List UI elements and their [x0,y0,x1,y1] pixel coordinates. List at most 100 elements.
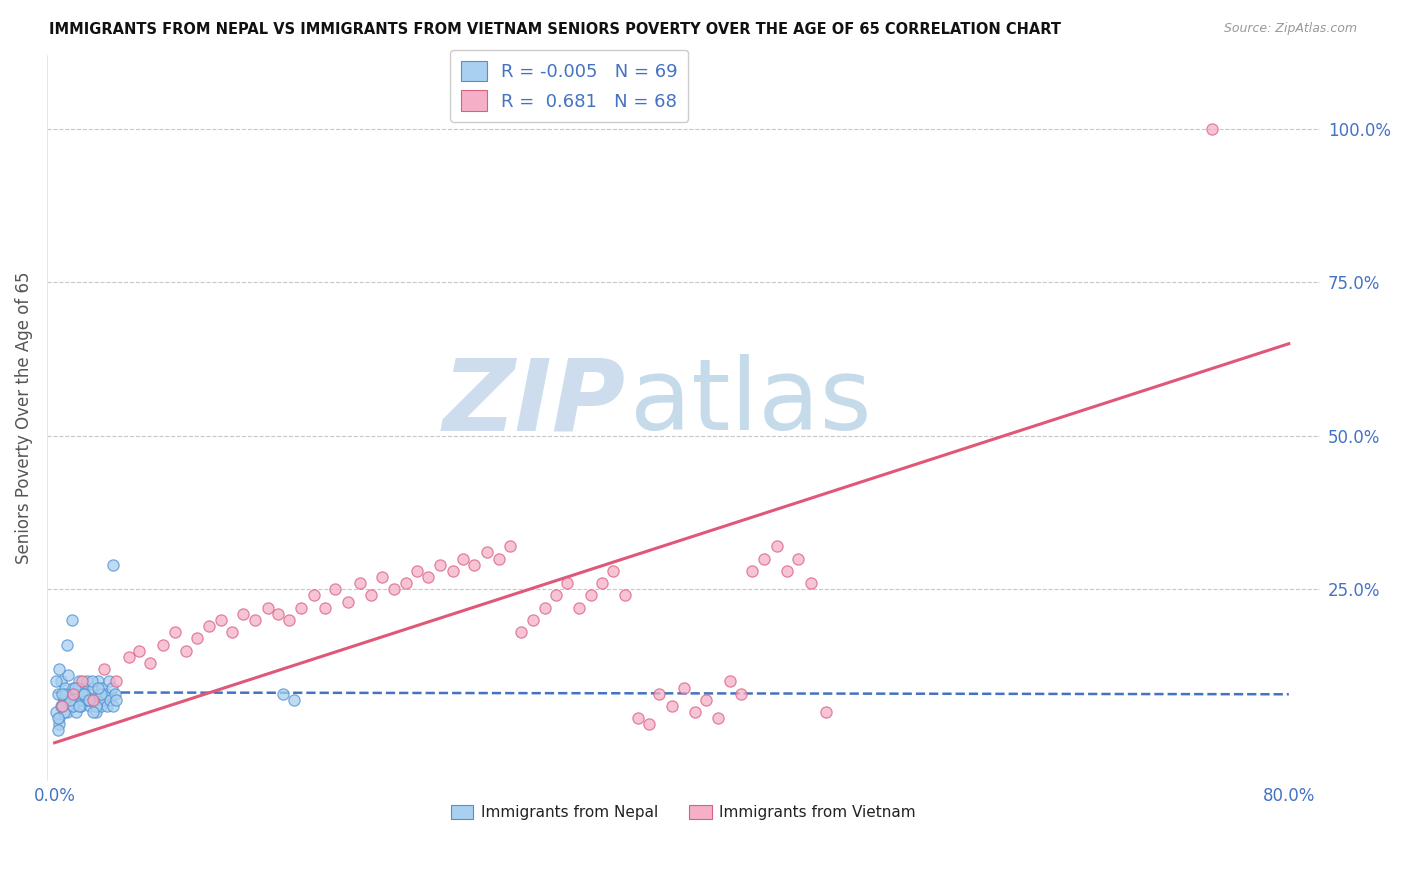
Point [93,662,115,676]
Point [91,681,114,695]
Point [46,687,69,701]
Point [325,582,347,597]
Point [221,625,243,640]
Point [429,558,451,572]
Point [77,693,100,707]
Point [72,687,94,701]
Point [707,711,730,725]
Point [360,589,382,603]
Point [395,576,418,591]
Point [765,539,787,553]
Point [60,613,83,627]
Point [52,693,75,707]
Point [51,698,73,713]
Point [93,693,115,707]
Point [568,600,591,615]
Point [63,681,86,695]
Point [58,693,80,707]
Point [730,687,752,701]
Point [48,662,70,676]
Point [59,693,82,707]
Point [104,687,127,701]
Point [695,693,717,707]
Point [56,638,79,652]
Point [65,705,87,719]
Point [82,705,104,719]
Point [271,687,294,701]
Point [475,545,498,559]
Point [46,723,69,738]
Point [661,698,683,713]
Point [198,619,221,633]
Point [174,643,197,657]
Point [232,607,254,621]
Point [60,698,83,713]
Point [103,698,125,713]
Point [94,687,117,701]
Point [278,613,301,627]
Y-axis label: Seniors Poverty Over the Age of 65: Seniors Poverty Over the Age of 65 [15,271,32,564]
Point [314,600,336,615]
Point [49,674,72,689]
Point [683,705,706,719]
Point [139,656,162,670]
Point [581,589,603,603]
Point [776,564,799,578]
Point [243,613,266,627]
Point [62,698,84,713]
Point [76,693,98,707]
Point [59,687,82,701]
Point [51,698,73,713]
Point [58,668,80,682]
Point [75,687,97,701]
Point [97,674,120,689]
Point [302,589,325,603]
Point [614,589,637,603]
Point [55,687,77,701]
Point [56,705,79,719]
Point [48,711,70,725]
Point [96,698,118,713]
Point [69,698,91,713]
Point [48,717,70,731]
Point [290,600,312,615]
Point [627,711,650,725]
Legend: Immigrants from Nepal, Immigrants from Vietnam: Immigrants from Nepal, Immigrants from V… [444,799,922,826]
Text: Source: ZipAtlas.com: Source: ZipAtlas.com [1223,22,1357,36]
Point [51,687,73,701]
Point [49,698,72,713]
Point [488,551,510,566]
Point [45,674,67,689]
Point [814,705,837,719]
Point [103,558,125,572]
Point [152,638,174,652]
Point [406,564,429,578]
Point [441,564,464,578]
Point [544,589,567,603]
Point [283,693,305,707]
Text: atlas: atlas [630,354,872,451]
Point [66,681,89,695]
Point [63,693,86,707]
Point [718,674,741,689]
Point [648,687,671,701]
Point [45,705,67,719]
Point [163,625,186,640]
Point [89,687,111,701]
Point [1201,121,1223,136]
Point [79,698,101,713]
Point [80,687,103,701]
Point [77,693,100,707]
Point [267,607,290,621]
Point [522,613,544,627]
Point [62,681,84,695]
Point [73,687,96,701]
Point [87,681,110,695]
Point [100,681,122,695]
Point [83,693,105,707]
Point [555,576,578,591]
Point [453,551,475,566]
Point [256,600,278,615]
Point [416,570,439,584]
Point [602,564,624,578]
